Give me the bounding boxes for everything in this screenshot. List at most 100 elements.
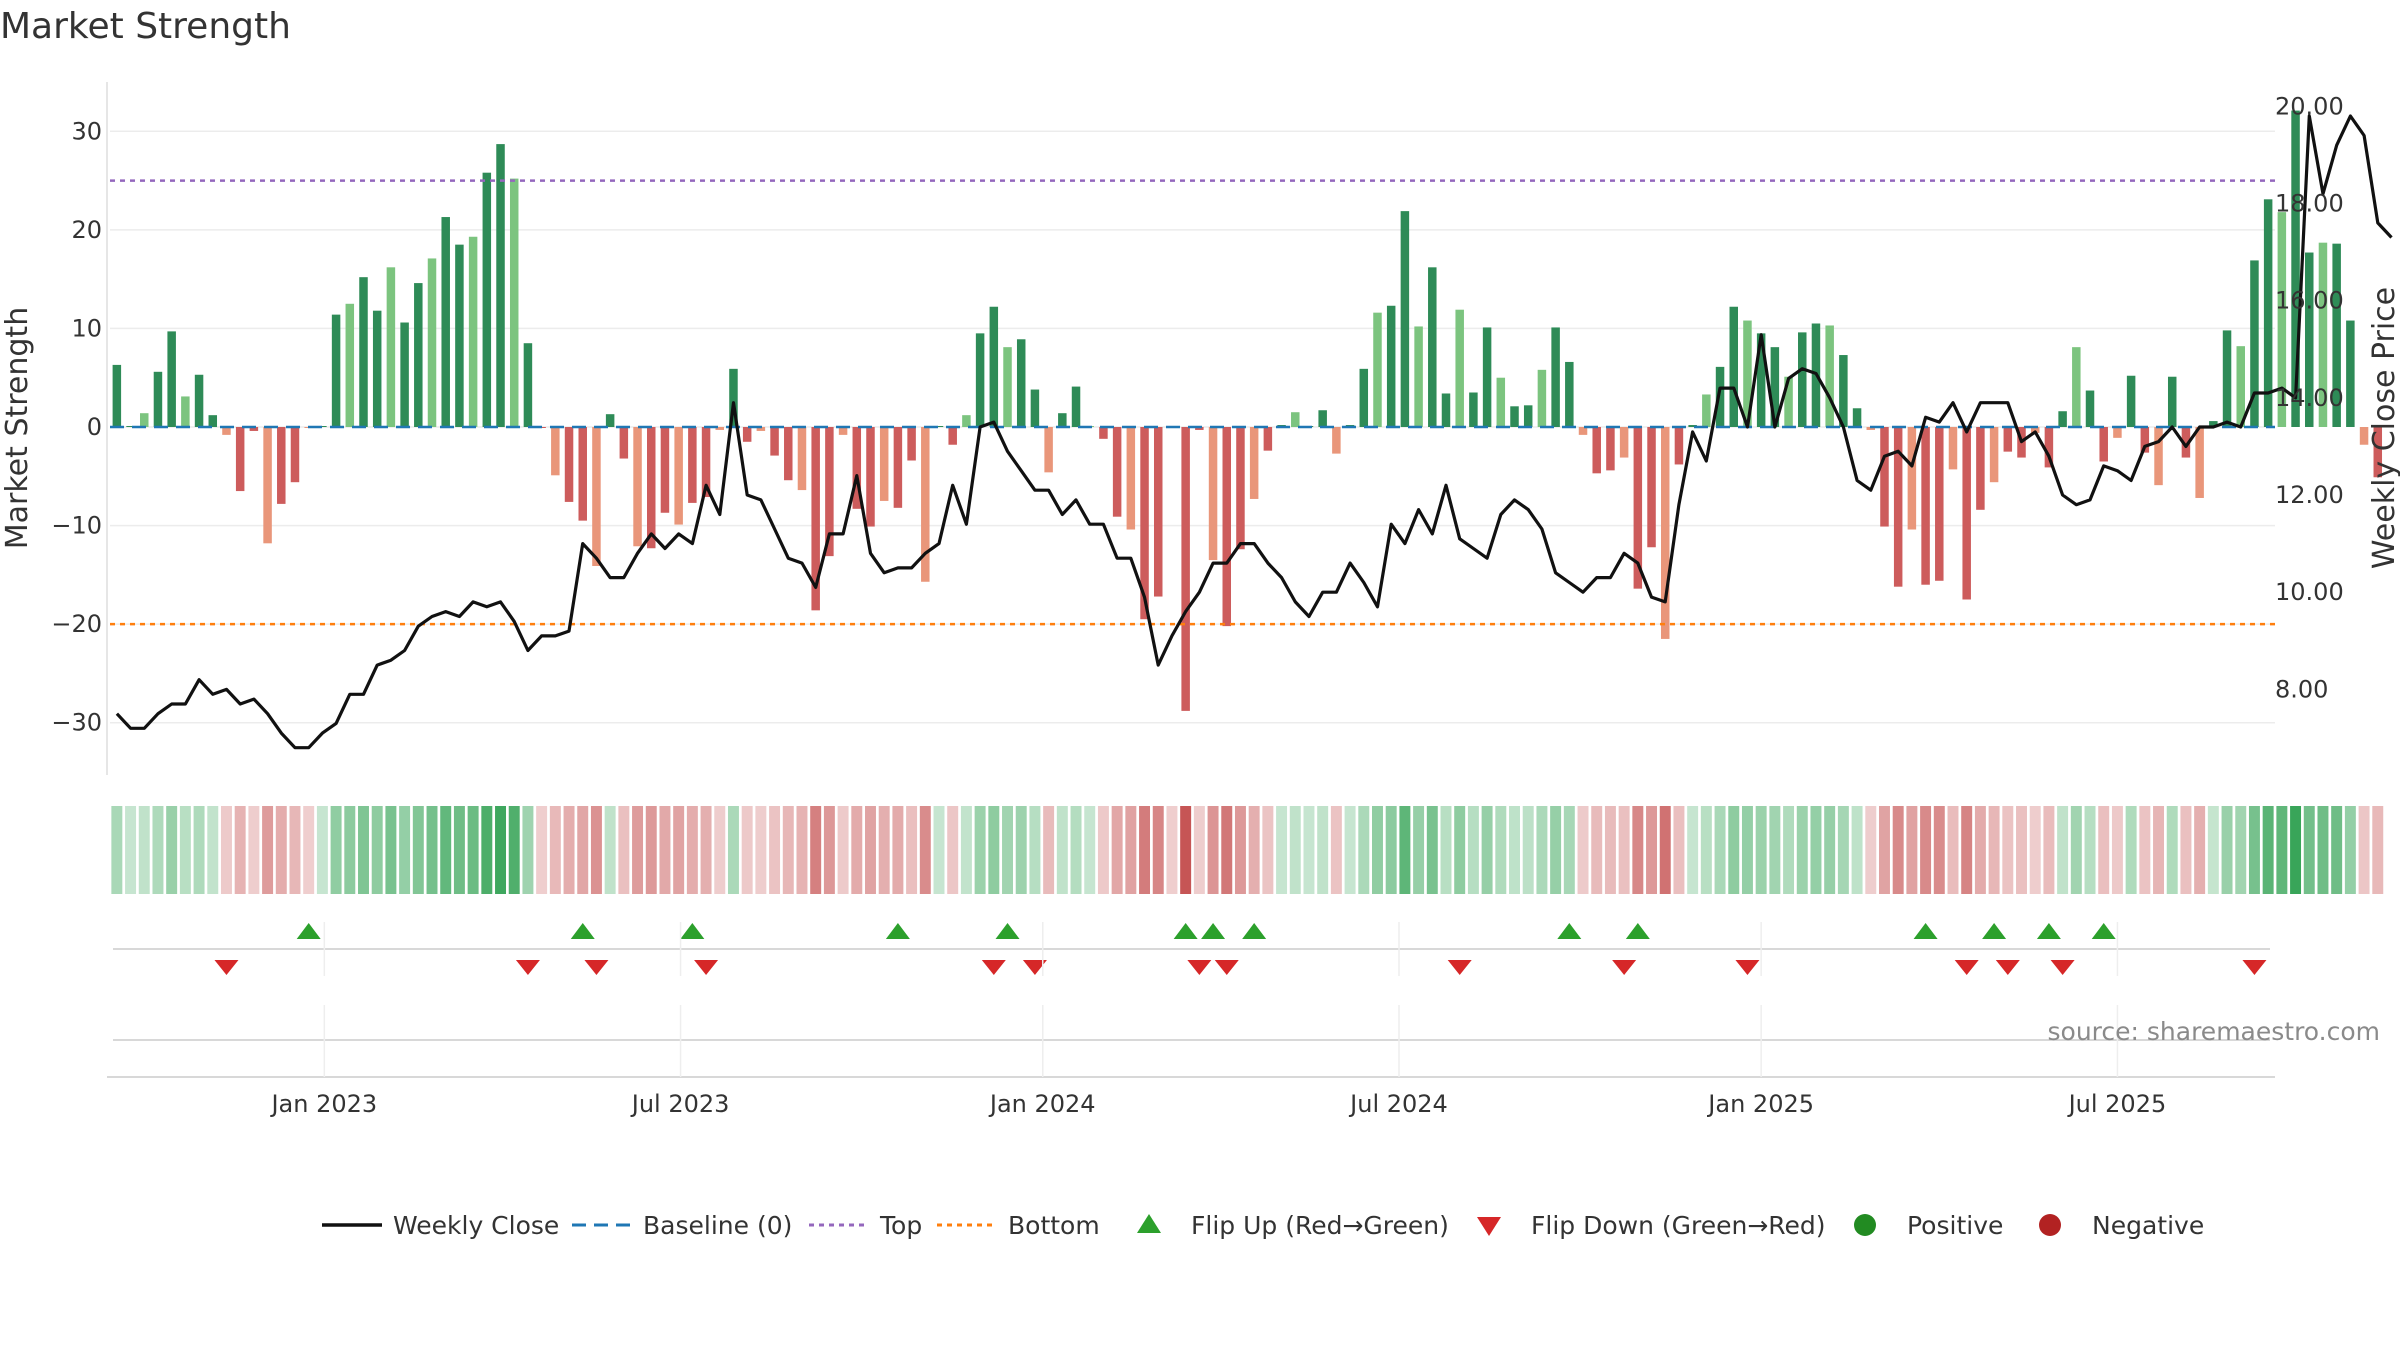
strength-bar [1729,306,1738,427]
strength-bar [852,427,862,509]
heat-cell [1878,806,1890,894]
strength-bar [2140,427,2150,453]
flip-down-marker [214,960,239,975]
heat-cell [782,806,794,894]
strength-bar [797,427,807,491]
heat-cell [1234,806,1246,894]
strength-bar [1989,427,1999,483]
strength-bar [1482,327,1492,427]
heat-cell [1289,806,1301,894]
heat-cell [1262,806,1274,894]
strength-bar [455,244,464,427]
heat-cell [1029,806,1041,894]
flip-up-marker [1173,923,1198,939]
heat-cell [495,806,507,894]
heat-cell [1015,806,1027,894]
heat-cell [1714,806,1726,894]
strength-bar [1770,347,1780,427]
strength-bar [414,283,423,427]
heat-cell [1741,806,1753,894]
legend-item: Flip Down (Green→Red) [1477,1211,1826,1240]
strength-bar [605,414,615,427]
heat-cell [1604,806,1616,894]
heat-cell [1509,806,1520,894]
legend-label: Top [879,1211,922,1240]
flip-down-marker [1954,960,1979,975]
heat-cell [2153,806,2165,894]
heat-cell [2317,806,2329,894]
heat-cell [974,806,986,894]
legend-item: Baseline (0) [572,1211,792,1240]
strength-bar [509,178,519,427]
strength-bar [1208,427,1218,561]
heat-cell [330,806,342,894]
flip-up-marker [885,923,910,939]
strength-bar [1921,427,1930,585]
heat-cell [618,806,630,894]
heat-cell [1385,806,1397,894]
strength-bar [318,426,327,428]
strength-bar [235,427,245,492]
y2-tick-label: 12.00 [2275,481,2344,509]
heat-cell [673,806,685,894]
x-tick-label: Jan 2024 [988,1090,1096,1118]
strength-bar [2126,375,2136,427]
heat-cell [2331,806,2343,894]
heat-cell [1988,806,2000,894]
strength-bar [1291,412,1300,427]
heat-cell [727,806,739,894]
heat-cell [1550,806,1562,894]
legend-label: Flip Up (Red→Green) [1191,1211,1449,1240]
strength-bar [1948,427,1958,470]
strength-bar [1016,339,1026,427]
heat-cell [1440,806,1452,894]
heat-cell [1892,806,1904,894]
heat-cell [1317,806,1329,894]
strength-bar [2044,427,2054,468]
strength-bar [2291,110,2300,427]
heat-cell [1358,806,1370,894]
strength-bar [619,427,629,459]
strength-bar [660,427,670,513]
heat-cell [508,806,520,894]
strength-bar [811,427,820,611]
x-tick-label: Jul 2023 [630,1090,730,1118]
heat-cell [1303,806,1315,894]
heat-cell [2002,806,2014,894]
legend-item: Weekly Close [322,1211,559,1240]
heat-cell [1659,806,1671,894]
strength-bar [647,427,656,549]
heat-cell [851,806,863,894]
heat-cell [1632,806,1644,894]
strength-bar [1647,427,1656,548]
heat-cell [1002,806,1013,894]
heat-cell [1591,806,1603,894]
heat-cell [1043,806,1055,894]
flip-up-marker [2036,923,2061,939]
heat-cell [2290,806,2302,894]
y-tick-label: 30 [71,117,102,145]
heat-cell [303,806,315,894]
strength-bar [2195,427,2204,498]
strength-heat-strip [111,806,2384,894]
heat-cell [1837,806,1849,894]
heat-cell [769,806,781,894]
flip-down-marker [1187,960,1212,975]
strength-bar [1099,427,1108,439]
heat-cell [1413,806,1425,894]
flip-down-marker [515,960,540,975]
chart-title: Market Strength [0,6,291,47]
legend-label: Positive [1907,1211,2003,1240]
strength-bar [1784,376,1793,427]
heat-cell [2098,806,2110,894]
x-axis: Jan 2023 Jul 2023 Jan 2024 Jul 2024 Jan 2025… [107,922,2275,1118]
heat-cell [1166,806,1178,894]
strength-bar [1386,305,1396,427]
heat-cell [755,806,767,894]
strength-bar [427,258,437,427]
strength-bar [948,427,957,445]
strength-bar [2250,260,2259,427]
strength-bar [578,427,587,521]
strength-bar [1400,211,1410,427]
heat-cell [522,806,534,894]
